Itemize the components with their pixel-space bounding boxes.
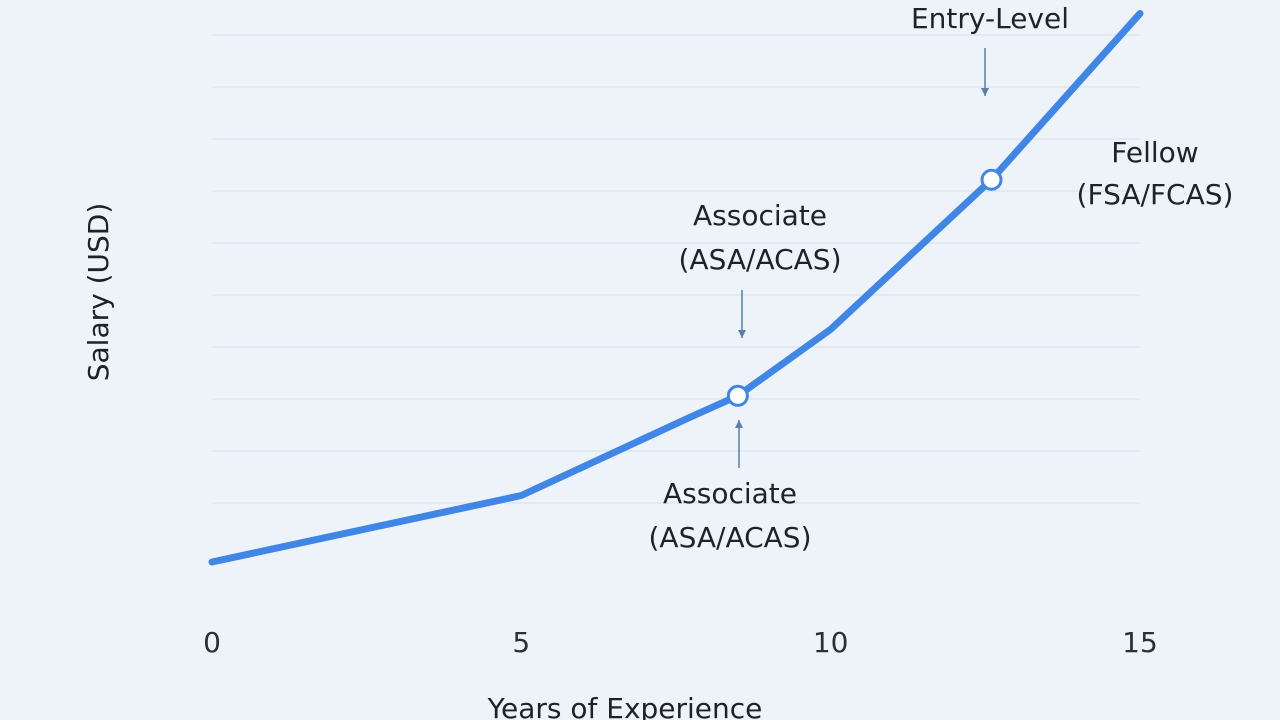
data-point-marker bbox=[726, 384, 749, 407]
annotation-fellow: Fellow (FSA/FCAS) bbox=[1077, 136, 1234, 211]
annotation-text: (ASA/ACAS) bbox=[678, 243, 841, 276]
annotation-associate-lower: Associate (ASA/ACAS) bbox=[648, 420, 812, 554]
x-axis-ticks: 0 5 10 15 bbox=[203, 626, 1158, 659]
annotation-text: Associate bbox=[663, 477, 797, 510]
annotation-associate-upper: Associate (ASA/ACAS) bbox=[678, 199, 842, 338]
series-layer bbox=[208, 10, 1144, 566]
x-axis-title: Years of Experience bbox=[487, 692, 763, 720]
grid bbox=[212, 34, 1140, 504]
annotation-text: (ASA/ACAS) bbox=[648, 521, 811, 554]
annotation-text: Fellow bbox=[1111, 136, 1198, 169]
annotation-arrow-head bbox=[738, 330, 746, 338]
annotations: Entry-Level Fellow (FSA/FCAS) Associate (ASA… bbox=[648, 2, 1233, 554]
annotation-text: (FSA/FCAS) bbox=[1077, 178, 1234, 211]
x-tick-label: 0 bbox=[203, 626, 221, 659]
annotation-text: Associate bbox=[693, 199, 827, 232]
annotation-entry-level: Entry-Level bbox=[911, 2, 1069, 96]
annotation-text: Entry-Level bbox=[911, 2, 1069, 35]
annotation-arrow-head bbox=[735, 420, 743, 428]
annotation-arrow-head bbox=[981, 88, 989, 96]
x-tick-label: 15 bbox=[1122, 626, 1158, 659]
x-tick-label: 10 bbox=[813, 626, 849, 659]
data-point-marker bbox=[980, 168, 1003, 191]
y-axis-title: Salary (USD) bbox=[82, 203, 115, 382]
x-tick-label: 5 bbox=[512, 626, 530, 659]
